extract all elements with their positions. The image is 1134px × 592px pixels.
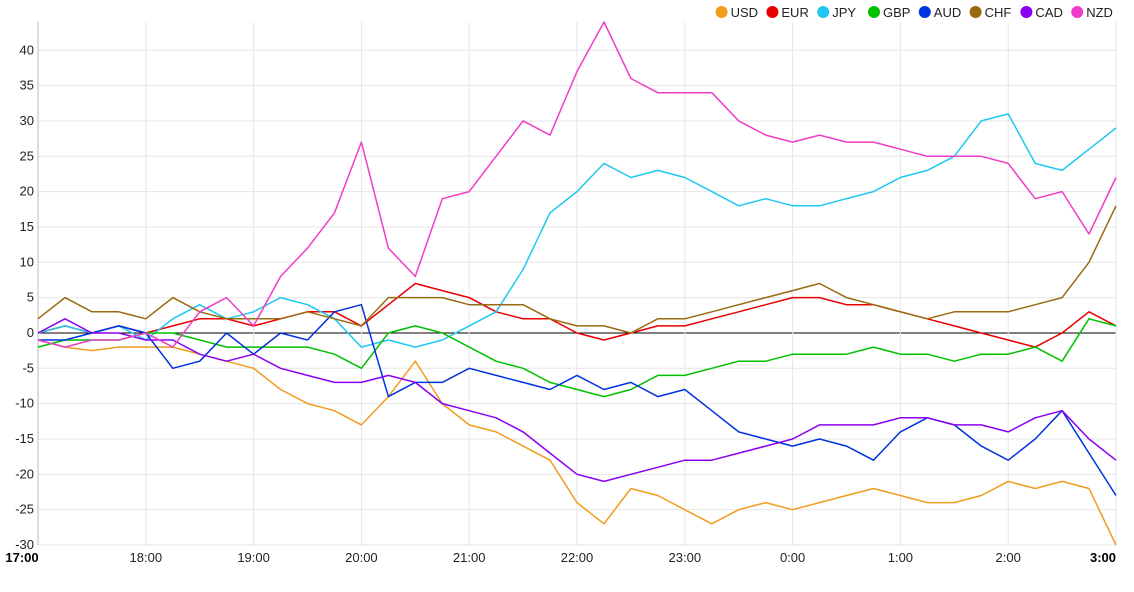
legend-label: JPY: [832, 5, 856, 20]
legend-label: GBP: [883, 5, 910, 20]
y-tick-label: -5: [22, 360, 34, 375]
x-tick-label: 3:00: [1090, 550, 1116, 565]
y-tick-label: -20: [15, 466, 34, 481]
x-tick-label: 18:00: [130, 550, 163, 565]
legend-item-usd[interactable]: USD: [715, 5, 758, 20]
y-tick-label: 15: [20, 219, 34, 234]
legend-marker: [1071, 6, 1084, 18]
y-tick-label: 20: [20, 184, 34, 199]
legend-label: CHF: [985, 5, 1012, 20]
x-tick-label: 22:00: [561, 550, 594, 565]
legend-item-nzd[interactable]: NZD: [1071, 5, 1113, 20]
x-tick-label: 19:00: [237, 550, 270, 565]
legend-label: AUD: [934, 5, 961, 20]
legend-item-chf[interactable]: CHF: [969, 5, 1012, 20]
x-tick-label: 20:00: [345, 550, 378, 565]
y-tick-label: 5: [27, 290, 34, 305]
y-tick-label: 0: [27, 325, 34, 340]
series-line-cad: [37, 318, 1117, 483]
legend-item-jpy[interactable]: JPY: [817, 5, 856, 20]
legend-marker: [766, 6, 779, 18]
grid: [37, 22, 1117, 546]
legend-label: CAD: [1035, 5, 1062, 20]
legend-label: NZD: [1086, 5, 1113, 20]
legend-marker: [918, 6, 931, 18]
legend-label: EUR: [781, 5, 808, 20]
y-tick-label: 10: [20, 254, 34, 269]
x-tick-label: 0:00: [780, 550, 805, 565]
legend-item-cad[interactable]: CAD: [1020, 5, 1063, 20]
axes: -30 -25 -20 -15 -10 -5 0 5 10 15 20 25 30 35 40 17:00 18…: [5, 22, 1116, 565]
x-tick-label: 21:00: [453, 550, 486, 565]
x-tick-label: 23:00: [669, 550, 702, 565]
series-line-nzd: [37, 21, 1117, 348]
y-tick-label: -10: [15, 396, 34, 411]
series-line-chf: [37, 205, 1117, 334]
x-tick-label: 2:00: [996, 550, 1021, 565]
legend-marker: [715, 6, 728, 18]
y-tick-label: 30: [20, 113, 34, 128]
legend-item-eur[interactable]: EUR: [766, 5, 809, 20]
x-tick-label: 1:00: [888, 550, 913, 565]
y-tick-label: -30: [15, 537, 34, 552]
series-line-jpy: [37, 113, 1117, 348]
series-line-eur: [37, 282, 1117, 348]
legend-label: USD: [731, 5, 758, 20]
y-tick-label: 40: [20, 42, 34, 57]
y-tick-label: 35: [20, 78, 34, 93]
y-tick-label: -15: [15, 431, 34, 446]
y-tick-label: 25: [20, 148, 34, 163]
legend[interactable]: NZD CAD CHF AUD GBP JPY EUR USD: [715, 5, 1113, 20]
series-line-gbp: [37, 318, 1117, 398]
series-lines: [37, 21, 1117, 546]
legend-item-gbp[interactable]: GBP: [868, 5, 910, 20]
legend-item-aud[interactable]: AUD: [918, 5, 961, 20]
legend-marker: [817, 6, 830, 18]
legend-marker: [1020, 6, 1033, 18]
x-tick-label: 17:00: [5, 550, 38, 565]
legend-marker: [868, 6, 880, 18]
y-tick-label: -25: [15, 502, 34, 517]
legend-marker: [969, 6, 982, 18]
